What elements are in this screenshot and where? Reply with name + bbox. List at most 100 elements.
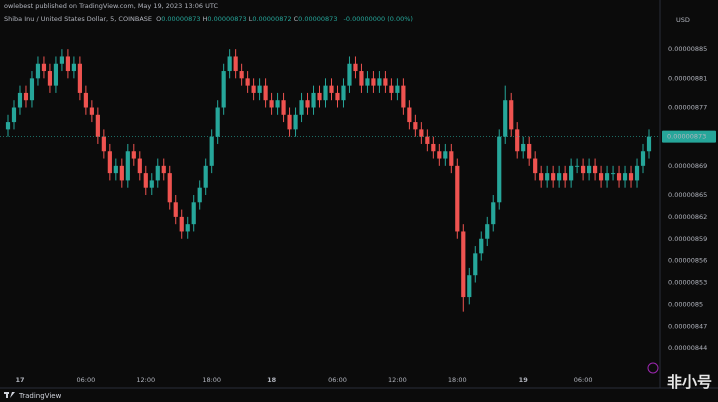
- footer-brand: TradingView: [4, 390, 61, 400]
- candle-body: [167, 173, 172, 203]
- candle-body: [437, 151, 442, 159]
- candle-body: [467, 275, 472, 298]
- x-tick-label: 18: [267, 376, 277, 384]
- candle-body: [341, 85, 346, 101]
- candle-body: [413, 122, 418, 130]
- candle-body: [557, 173, 562, 181]
- candle-body: [539, 173, 544, 181]
- candle-body: [227, 56, 232, 72]
- candle-body: [395, 85, 400, 93]
- candle-body: [239, 71, 244, 79]
- candle-body: [293, 114, 298, 130]
- candle-body: [251, 85, 256, 93]
- candle-body: [113, 165, 118, 174]
- candle-body: [95, 114, 100, 137]
- candle-body: [59, 56, 65, 64]
- y-axis-label: USD: [676, 16, 690, 24]
- candle-body: [371, 78, 376, 86]
- candle-body: [443, 151, 448, 159]
- candle-body: [551, 173, 556, 181]
- symbol-title: Shiba Inu / United States Dollar, 5, COI…: [4, 15, 153, 23]
- candle-body: [197, 187, 202, 203]
- candle-body: [527, 143, 532, 159]
- candle-body: [461, 231, 466, 298]
- y-tick-label: 0.00000885: [668, 45, 707, 53]
- candle-body: [634, 165, 640, 181]
- candle-body: [131, 151, 136, 159]
- y-tick-label: 0.00000869: [668, 162, 707, 170]
- candle-body: [263, 85, 268, 101]
- x-tick-label: 18:00: [448, 376, 467, 384]
- symbol-legend: Shiba Inu / United States Dollar, 5, COI…: [4, 15, 415, 23]
- candle-body: [449, 151, 454, 166]
- candle-body: [359, 71, 364, 86]
- candle-body: [545, 173, 550, 181]
- candle-body: [209, 136, 214, 166]
- candle-body: [299, 100, 304, 115]
- candle-body: [569, 165, 574, 181]
- candle-body: [610, 173, 616, 175]
- candle-body: [503, 100, 508, 137]
- brand-logo: [4, 392, 15, 398]
- candle-body: [41, 63, 47, 72]
- candle-body: [257, 85, 262, 93]
- x-tick-label: 19: [519, 376, 529, 384]
- candle-body: [563, 173, 568, 181]
- y-tick-label: 0.00000865: [668, 191, 707, 199]
- x-tick-label: 06:00: [328, 376, 347, 384]
- candle-body: [389, 85, 394, 93]
- y-tick-label: 0.00000844: [668, 344, 707, 352]
- candle-body: [203, 165, 208, 188]
- candle-body: [281, 100, 286, 115]
- x-tick-label: 06:00: [77, 376, 96, 384]
- candle-body: [377, 78, 382, 86]
- candle-body: [155, 165, 160, 181]
- candle-body: [311, 92, 316, 108]
- current-price-tag: [662, 130, 716, 143]
- ohlc-value: 0.00000873: [161, 15, 201, 23]
- candle-body: [149, 180, 154, 188]
- candle-body: [5, 122, 11, 130]
- candle-body: [275, 100, 280, 108]
- x-tick-label: 06:00: [574, 376, 593, 384]
- candle-body: [71, 63, 76, 72]
- candle-body: [17, 92, 23, 108]
- candle-body: [143, 173, 148, 188]
- candle-body: [407, 107, 412, 123]
- candle-body: [215, 107, 220, 137]
- candle-body: [77, 63, 82, 93]
- candle-body: [628, 173, 634, 181]
- candle-body: [173, 202, 178, 217]
- candle-body: [161, 165, 166, 174]
- candle-body: [47, 71, 53, 86]
- candle-body: [425, 136, 430, 144]
- candle-body: [640, 151, 646, 166]
- ohlc-legend: O0.00000873 H0.00000873 L0.00000872 C0.0000…: [156, 15, 339, 23]
- y-tick-label: 0.00000856: [668, 257, 707, 265]
- candle-body: [245, 78, 250, 86]
- candle-body: [616, 173, 622, 181]
- candle-body: [592, 165, 598, 174]
- candle-body: [233, 56, 238, 72]
- alert-icon[interactable]: [647, 362, 659, 374]
- candle-body: [23, 92, 29, 101]
- candle-body: [11, 107, 17, 123]
- candle-body: [347, 63, 352, 86]
- ohlc-label: C: [293, 15, 299, 23]
- x-tick-label: 12:00: [136, 376, 155, 384]
- candle-body: [622, 173, 628, 181]
- candle-body: [335, 92, 340, 101]
- ohlc-value: 0.00000873: [207, 15, 247, 23]
- candle-body: [35, 63, 41, 79]
- y-tick-label: 0.00000881: [668, 74, 707, 82]
- candle-body: [365, 78, 370, 86]
- ohlc-value: 0.00000872: [252, 15, 292, 23]
- y-tick-label: 0.00000853: [668, 279, 707, 287]
- candle-body: [287, 114, 292, 130]
- candle-body: [323, 85, 328, 101]
- candle-body: [491, 202, 496, 225]
- candle-body: [485, 224, 490, 239]
- candle-body: [515, 129, 520, 152]
